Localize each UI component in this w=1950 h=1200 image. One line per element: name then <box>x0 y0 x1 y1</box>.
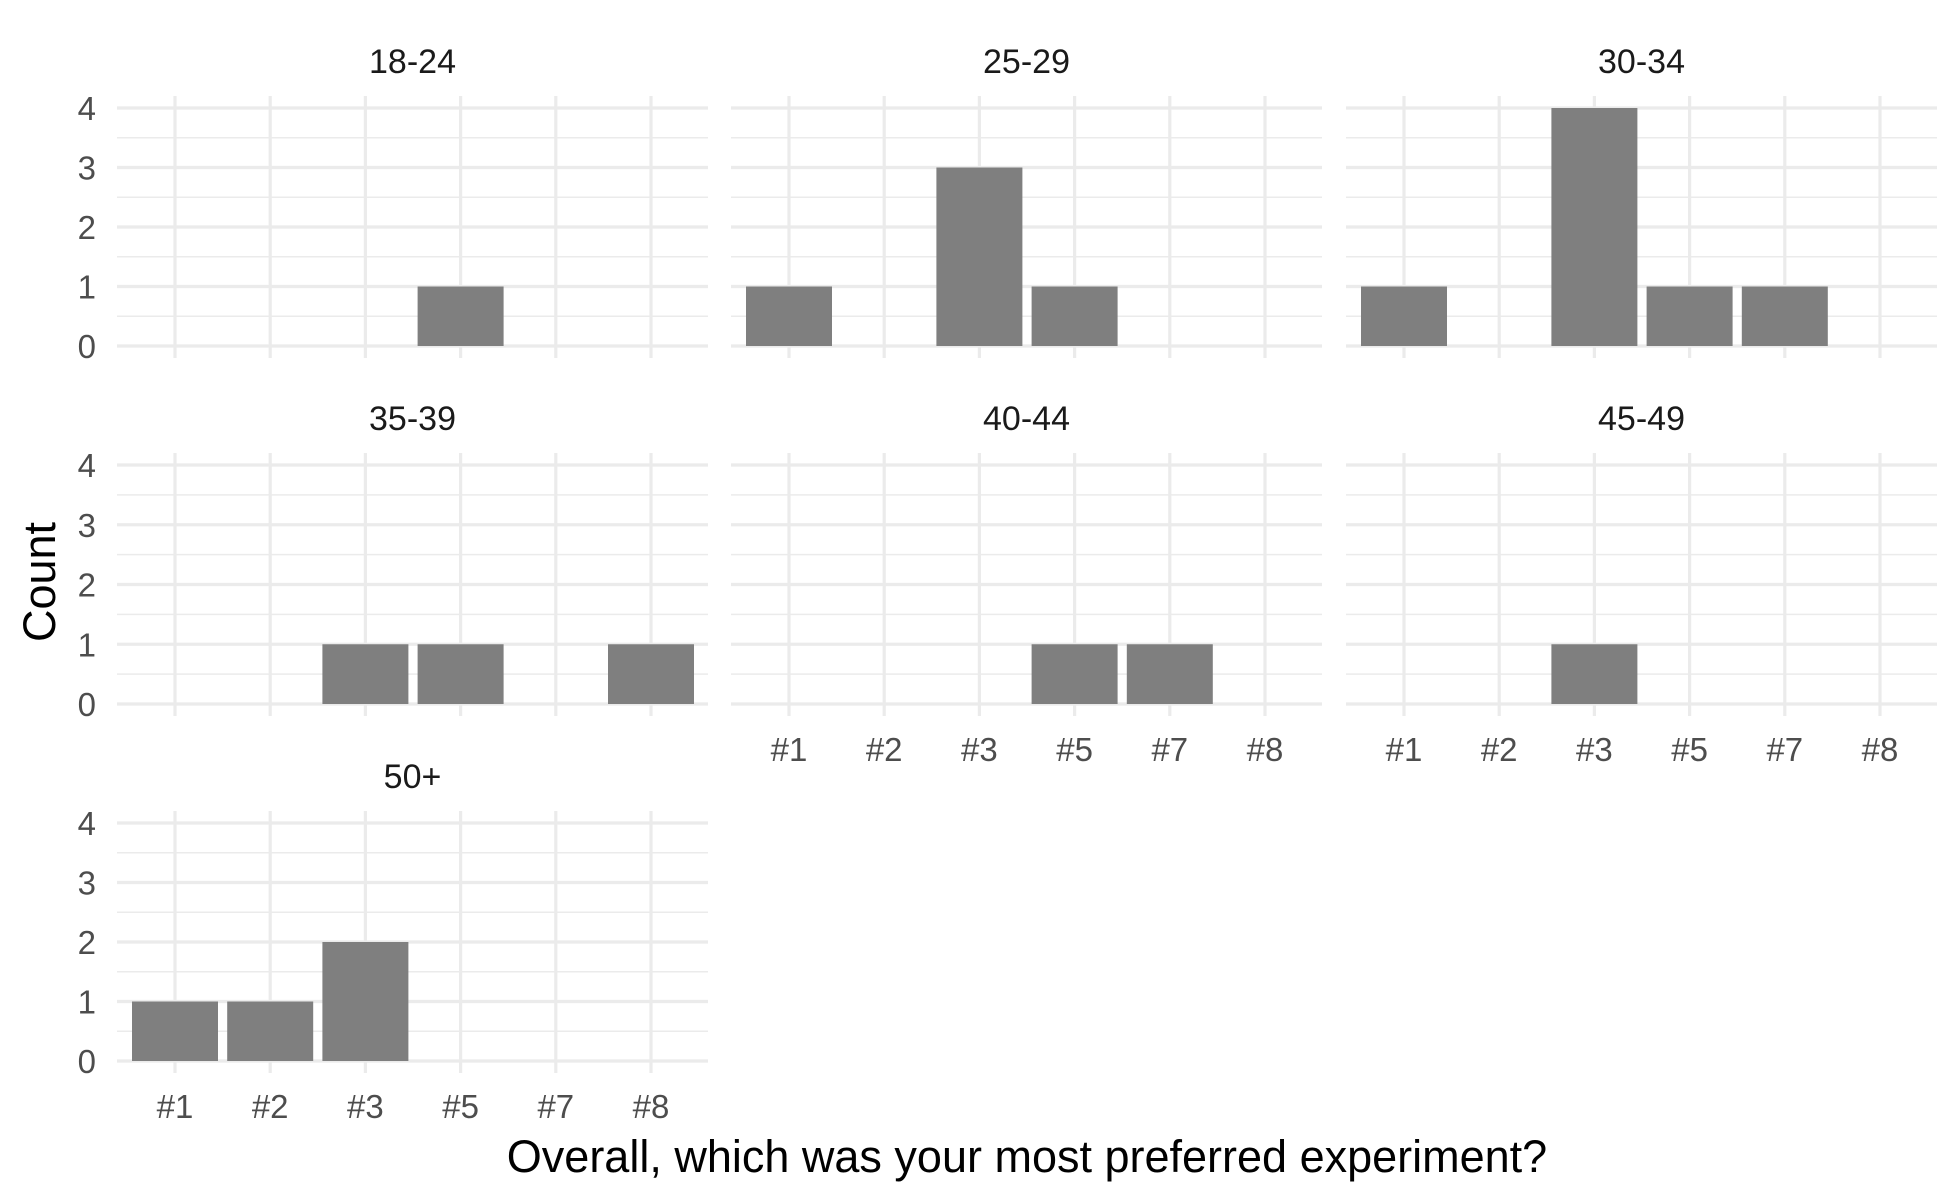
bar <box>227 1001 314 1061</box>
y-tick-label: 2 <box>78 209 96 246</box>
y-tick-label: 0 <box>78 328 96 365</box>
x-tick-label: #1 <box>771 731 808 768</box>
y-tick-label: 4 <box>78 447 96 484</box>
x-tick-label: #8 <box>1862 731 1899 768</box>
y-tick-label: 2 <box>78 924 96 961</box>
bar <box>322 942 409 1061</box>
x-tick-label: #3 <box>1576 731 1613 768</box>
x-tick-label: #7 <box>1151 731 1188 768</box>
x-tick-label: #2 <box>866 731 903 768</box>
facet-strip-label: 35-39 <box>369 400 456 438</box>
y-tick-label: 4 <box>78 805 96 842</box>
facet-panel: 25-29 <box>731 43 1322 358</box>
facet-panel: 30-34 <box>1346 43 1937 358</box>
x-tick-label: #8 <box>633 1088 670 1125</box>
y-tick-label: 1 <box>78 984 96 1021</box>
y-tick-label: 0 <box>78 1043 96 1080</box>
bar <box>417 644 504 704</box>
bar <box>746 286 832 346</box>
y-tick-label: 3 <box>78 507 96 544</box>
y-tick-label: 4 <box>78 90 96 127</box>
facet-strip-label: 25-29 <box>983 43 1070 81</box>
bar <box>608 644 694 704</box>
facet-strip-label: 50+ <box>384 758 442 796</box>
x-tick-label: #1 <box>157 1088 194 1125</box>
facet-strip-label: 18-24 <box>369 43 456 81</box>
bar <box>132 1001 218 1061</box>
bar <box>1031 644 1118 704</box>
bar <box>1126 644 1213 704</box>
facet-panel: 45-49 #1 #2 #3 #5 #7 #8 <box>1346 400 1937 768</box>
x-tick-label: #7 <box>537 1088 574 1125</box>
bar <box>1551 108 1638 346</box>
y-tick-label: 1 <box>78 626 96 663</box>
y-tick-label: 3 <box>78 865 96 902</box>
y-axis-title: Count <box>14 521 65 642</box>
facet-strip-label: 40-44 <box>983 400 1070 438</box>
facet-panels: 18-24 0 1 2 3 4 25-29 30-34 35-39 0 1 2 3 4 40-44 #1 #2 #… <box>78 43 1937 1125</box>
facet-panel: 50+ 0 1 2 3 4 #1 #2 #3 #5 #7 #8 <box>78 758 708 1125</box>
bar <box>1741 286 1828 346</box>
bar <box>417 286 504 346</box>
bar <box>322 644 409 704</box>
facet-panel: 35-39 0 1 2 3 4 <box>78 400 708 723</box>
facet-panel: 18-24 0 1 2 3 4 <box>78 43 708 365</box>
x-tick-label: #5 <box>1671 731 1708 768</box>
y-tick-label: 1 <box>78 269 96 306</box>
bar <box>1646 286 1733 346</box>
x-tick-label: #5 <box>1056 731 1093 768</box>
x-axis-title: Overall, which was your most preferred e… <box>507 1131 1547 1182</box>
bar <box>936 167 1023 346</box>
y-tick-label: 2 <box>78 567 96 604</box>
x-tick-label: #7 <box>1766 731 1803 768</box>
bar <box>1361 286 1447 346</box>
facet-strip-label: 30-34 <box>1598 43 1685 81</box>
facet-strip-label: 45-49 <box>1598 400 1685 438</box>
x-tick-label: #2 <box>1481 731 1518 768</box>
x-tick-label: #3 <box>961 731 998 768</box>
x-tick-label: #8 <box>1247 731 1284 768</box>
bar <box>1551 644 1638 704</box>
x-tick-label: #3 <box>347 1088 384 1125</box>
x-tick-label: #1 <box>1386 731 1423 768</box>
y-tick-label: 0 <box>78 686 96 723</box>
x-tick-label: #5 <box>442 1088 479 1125</box>
facet-panel: 40-44 #1 #2 #3 #5 #7 #8 <box>731 400 1322 768</box>
y-tick-label: 3 <box>78 150 96 187</box>
x-tick-label: #2 <box>252 1088 289 1125</box>
bar <box>1031 286 1118 346</box>
